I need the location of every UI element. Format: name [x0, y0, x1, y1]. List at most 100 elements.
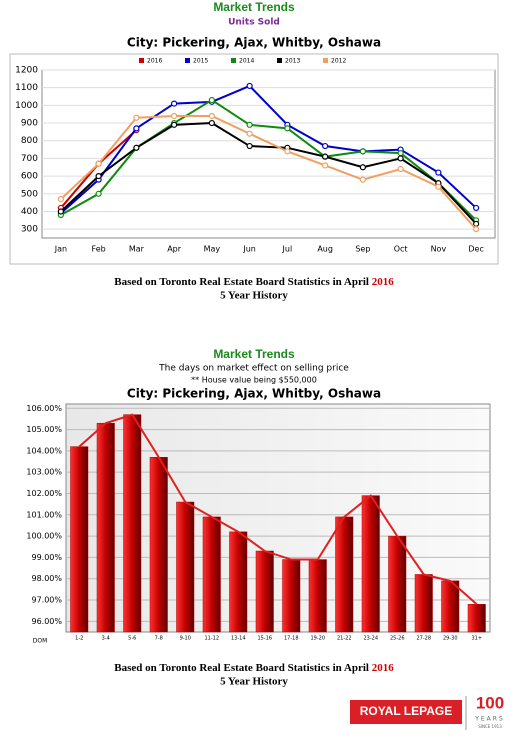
point [95, 160, 102, 167]
point [473, 220, 480, 227]
x-tick-label: 25-26 [390, 636, 405, 642]
y-tick-label: 100.00% [26, 532, 62, 541]
caption-text: Based on Toronto Real Estate Board Stati… [114, 662, 369, 674]
x-tick-label: Aug [317, 245, 333, 254]
y-tick-label: 104.00% [26, 446, 62, 455]
y-tick-label: 102.00% [26, 489, 62, 498]
point [171, 121, 178, 128]
point [359, 148, 366, 155]
legend-swatch [185, 58, 190, 63]
bar [441, 580, 460, 633]
y-tick-label: 900 [21, 119, 38, 129]
point [284, 148, 291, 155]
chart-city: City: Pickering, Ajax, Whitby, Oshawa [127, 387, 381, 401]
point [473, 204, 480, 212]
bar [255, 550, 274, 633]
y-tick-label: 105.00% [26, 425, 62, 434]
y-tick-label: 97.00% [31, 596, 62, 605]
y-tick-label: 96.00% [31, 617, 62, 626]
bar [414, 574, 433, 633]
y-tick-label: 98.00% [31, 574, 62, 583]
x-tick-label: 31+ [471, 636, 482, 642]
line [60, 122, 477, 225]
legend-label: 2014 [239, 58, 254, 65]
point [284, 125, 291, 132]
point [133, 144, 140, 151]
x-tick-label: Jul [282, 245, 293, 254]
point [171, 112, 178, 120]
bar [361, 495, 380, 633]
y-tick-label: 1200 [15, 66, 38, 76]
x-tick-label: 1-2 [75, 636, 83, 642]
point [322, 142, 329, 150]
point [322, 162, 329, 169]
legend-swatch [323, 58, 328, 63]
logo-since: SINCE 1913 [478, 724, 502, 729]
x-tick-label: Feb [92, 245, 106, 254]
line [60, 98, 477, 222]
bar [202, 516, 221, 633]
point [246, 82, 253, 90]
chart-city: City: Pickering, Ajax, Whitby, Oshawa [127, 36, 381, 50]
point [435, 183, 442, 190]
bar [335, 516, 354, 633]
point [473, 226, 480, 233]
caption-line: 5 Year History [220, 290, 288, 302]
point [208, 112, 215, 120]
logo-box [350, 700, 462, 724]
y-tick-label: 600 [21, 172, 38, 182]
point [435, 169, 442, 176]
logo: ROYAL LEPAGE 100 YEARS SINCE 1913 [350, 693, 504, 730]
bar [388, 535, 407, 633]
y-tick-label: 103.00% [26, 468, 62, 477]
point [322, 153, 329, 160]
caption: Based on Toronto Real Estate Board Stati… [114, 662, 394, 674]
x-tick-label: Sep [355, 245, 370, 254]
point [397, 155, 404, 162]
legend-label: 2016 [147, 58, 162, 65]
x-tick-label: 5-6 [128, 636, 136, 642]
x-tick-label: 7-8 [155, 636, 163, 642]
bar [123, 414, 142, 633]
y-tick-label: 101.00% [26, 510, 62, 519]
x-tick-label: 13-14 [231, 636, 246, 642]
x-tick-label: 3-4 [102, 636, 110, 642]
legend-swatch [231, 58, 236, 63]
bar [149, 457, 168, 633]
caption: Based on Toronto Real Estate Board Stati… [114, 276, 394, 288]
x-tick-label: Nov [431, 245, 447, 254]
y-tick-label: 300 [21, 225, 38, 235]
x-tick-label: Jan [54, 245, 67, 254]
point [133, 114, 140, 121]
point [246, 142, 253, 150]
logo-brand: ROYAL LEPAGE [360, 704, 452, 718]
point [95, 173, 102, 180]
x-tick-label: 9-10 [180, 636, 191, 642]
bar [308, 559, 327, 633]
y-tick-label: 1000 [15, 101, 38, 111]
point [246, 130, 253, 137]
line [60, 114, 477, 230]
y-tick-label: 106.00% [26, 404, 62, 413]
bar [96, 422, 115, 633]
point [133, 125, 140, 132]
x-tick-label: Jun [242, 245, 256, 254]
x-tick-label: Oct [394, 245, 408, 254]
y-tick-label: 500 [21, 189, 38, 199]
bar [467, 604, 486, 633]
bar [282, 559, 301, 633]
y-tick-label: 1100 [15, 83, 38, 93]
caption-text: Based on Toronto Real Estate Board Stati… [114, 276, 369, 288]
point [359, 176, 366, 183]
chart-note: ** House value being $550,000 [191, 376, 317, 385]
point [57, 208, 64, 215]
x-tick-label: 19-20 [310, 636, 325, 642]
x-tick-label: 23-24 [363, 636, 378, 642]
point [171, 100, 178, 107]
legend-label: 2013 [285, 58, 300, 65]
point [95, 190, 102, 197]
caption-year: 2016 [372, 662, 395, 674]
point [208, 119, 215, 127]
y-tick-label: 400 [21, 207, 38, 217]
